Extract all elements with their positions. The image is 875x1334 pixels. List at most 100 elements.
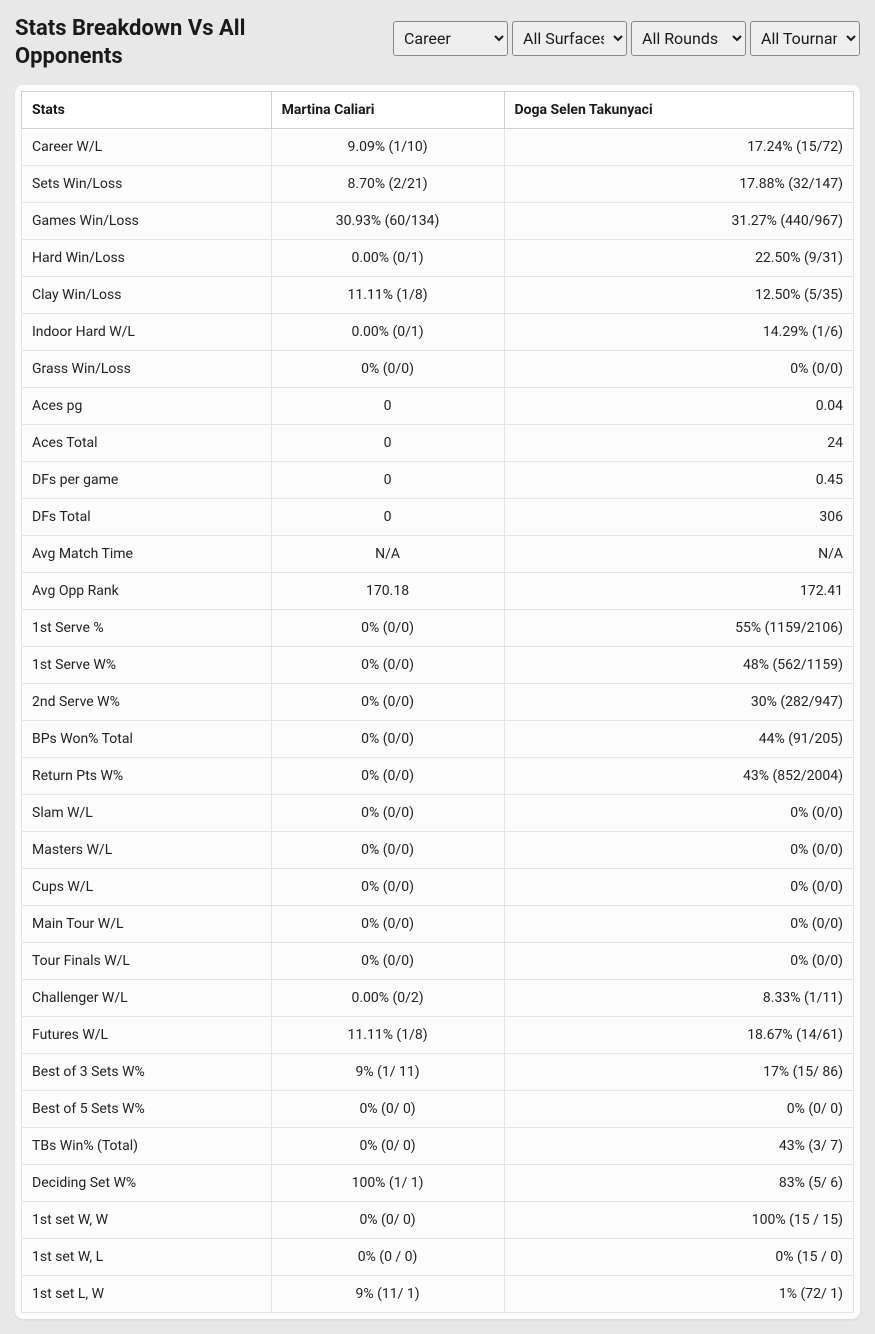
table-row: 1st set W, W0% (0/ 0)100% (15 / 15)	[22, 1202, 854, 1239]
stat-label: Grass Win/Loss	[22, 351, 272, 388]
stat-player1-value: 170.18	[271, 573, 504, 610]
filter-career-select[interactable]: Career	[393, 21, 508, 56]
stat-player1-value: 0% (0/0)	[271, 758, 504, 795]
table-row: Sets Win/Loss8.70% (2/21)17.88% (32/147)	[22, 166, 854, 203]
stat-player1-value: 0.00% (0/1)	[271, 314, 504, 351]
table-row: DFs Total0306	[22, 499, 854, 536]
stat-player2-value: 0% (0/0)	[504, 351, 853, 388]
stat-label: 1st Serve %	[22, 610, 272, 647]
stat-label: Best of 3 Sets W%	[22, 1054, 272, 1091]
filters: Career All Surfaces All Rounds All Tourn…	[393, 15, 860, 56]
stat-player1-value: 0	[271, 425, 504, 462]
stat-player2-value: 22.50% (9/31)	[504, 240, 853, 277]
table-row: TBs Win% (Total)0% (0/ 0)43% (3/ 7)	[22, 1128, 854, 1165]
stat-label: Aces pg	[22, 388, 272, 425]
stat-player1-value: 0	[271, 499, 504, 536]
stat-player2-value: 83% (5/ 6)	[504, 1165, 853, 1202]
table-row: Return Pts W%0% (0/0)43% (852/2004)	[22, 758, 854, 795]
stat-label: Cups W/L	[22, 869, 272, 906]
table-row: 2nd Serve W%0% (0/0)30% (282/947)	[22, 684, 854, 721]
stat-player2-value: 48% (562/1159)	[504, 647, 853, 684]
table-row: Best of 3 Sets W%9% (1/ 11)17% (15/ 86)	[22, 1054, 854, 1091]
page-title: Stats Breakdown Vs All Opponents	[15, 15, 335, 70]
table-row: Cups W/L0% (0/0)0% (0/0)	[22, 869, 854, 906]
stat-player2-value: 14.29% (1/6)	[504, 314, 853, 351]
stat-player2-value: 306	[504, 499, 853, 536]
stat-player1-value: 0.00% (0/2)	[271, 980, 504, 1017]
table-row: BPs Won% Total0% (0/0)44% (91/205)	[22, 721, 854, 758]
stat-label: Avg Match Time	[22, 536, 272, 573]
stat-player2-value: 12.50% (5/35)	[504, 277, 853, 314]
table-row: Career W/L9.09% (1/10)17.24% (15/72)	[22, 129, 854, 166]
stat-label: Sets Win/Loss	[22, 166, 272, 203]
filter-surface-select[interactable]: All Surfaces	[512, 21, 627, 56]
header-row: Stats Breakdown Vs All Opponents Career …	[15, 15, 860, 70]
table-row: Indoor Hard W/L0.00% (0/1)14.29% (1/6)	[22, 314, 854, 351]
stat-label: 1st set W, L	[22, 1239, 272, 1276]
stat-player2-value: 0% (0/0)	[504, 906, 853, 943]
stats-card: Stats Martina Caliari Doga Selen Takunya…	[15, 85, 860, 1319]
stat-player1-value: 0% (0/0)	[271, 351, 504, 388]
stat-player2-value: 31.27% (440/967)	[504, 203, 853, 240]
stat-label: Avg Opp Rank	[22, 573, 272, 610]
stat-player2-value: 0% (0/0)	[504, 795, 853, 832]
table-row: Deciding Set W%100% (1/ 1)83% (5/ 6)	[22, 1165, 854, 1202]
stat-player2-value: 0.45	[504, 462, 853, 499]
table-row: Main Tour W/L0% (0/0)0% (0/0)	[22, 906, 854, 943]
stat-player1-value: 0% (0 / 0)	[271, 1239, 504, 1276]
stat-player2-value: 0.04	[504, 388, 853, 425]
table-row: Best of 5 Sets W%0% (0/ 0)0% (0/ 0)	[22, 1091, 854, 1128]
stat-label: TBs Win% (Total)	[22, 1128, 272, 1165]
table-row: Aces Total024	[22, 425, 854, 462]
table-row: Grass Win/Loss0% (0/0)0% (0/0)	[22, 351, 854, 388]
table-row: Hard Win/Loss0.00% (0/1)22.50% (9/31)	[22, 240, 854, 277]
stat-label: Career W/L	[22, 129, 272, 166]
stat-player1-value: 0	[271, 462, 504, 499]
stat-player1-value: 0	[271, 388, 504, 425]
table-row: 1st Serve %0% (0/0)55% (1159/2106)	[22, 610, 854, 647]
stat-player1-value: 9% (1/ 11)	[271, 1054, 504, 1091]
stat-player1-value: 30.93% (60/134)	[271, 203, 504, 240]
stat-label: Hard Win/Loss	[22, 240, 272, 277]
stat-player2-value: 30% (282/947)	[504, 684, 853, 721]
stat-player1-value: 0% (0/0)	[271, 647, 504, 684]
col-header-player1: Martina Caliari	[271, 92, 504, 129]
stats-table: Stats Martina Caliari Doga Selen Takunya…	[21, 91, 854, 1313]
table-row: Avg Match TimeN/AN/A	[22, 536, 854, 573]
stat-player2-value: 0% (0/ 0)	[504, 1091, 853, 1128]
stat-label: DFs Total	[22, 499, 272, 536]
stat-player2-value: 43% (852/2004)	[504, 758, 853, 795]
stat-player2-value: 172.41	[504, 573, 853, 610]
table-row: 1st Serve W%0% (0/0)48% (562/1159)	[22, 647, 854, 684]
stat-player1-value: 11.11% (1/8)	[271, 1017, 504, 1054]
table-row: DFs per game00.45	[22, 462, 854, 499]
stat-player2-value: 17.24% (15/72)	[504, 129, 853, 166]
stat-player2-value: 17% (15/ 86)	[504, 1054, 853, 1091]
stat-player1-value: 100% (1/ 1)	[271, 1165, 504, 1202]
table-header-row: Stats Martina Caliari Doga Selen Takunya…	[22, 92, 854, 129]
filter-tournaments-select[interactable]: All Tournaments	[750, 21, 860, 56]
table-row: Masters W/L0% (0/0)0% (0/0)	[22, 832, 854, 869]
stat-player1-value: 0% (0/0)	[271, 832, 504, 869]
stat-player2-value: 0% (0/0)	[504, 869, 853, 906]
stat-label: Indoor Hard W/L	[22, 314, 272, 351]
table-row: Games Win/Loss30.93% (60/134)31.27% (440…	[22, 203, 854, 240]
table-row: 1st set L, W9% (11/ 1)1% (72/ 1)	[22, 1276, 854, 1313]
stat-player1-value: 0% (0/0)	[271, 869, 504, 906]
stat-player1-value: 0% (0/0)	[271, 684, 504, 721]
col-header-stats: Stats	[22, 92, 272, 129]
table-row: Tour Finals W/L0% (0/0)0% (0/0)	[22, 943, 854, 980]
filter-rounds-select[interactable]: All Rounds	[631, 21, 746, 56]
stat-player1-value: 0% (0/0)	[271, 610, 504, 647]
stat-label: 1st set W, W	[22, 1202, 272, 1239]
stat-player1-value: 9% (11/ 1)	[271, 1276, 504, 1313]
stat-player1-value: 8.70% (2/21)	[271, 166, 504, 203]
stat-player2-value: 17.88% (32/147)	[504, 166, 853, 203]
stat-player2-value: 1% (72/ 1)	[504, 1276, 853, 1313]
stat-player2-value: 44% (91/205)	[504, 721, 853, 758]
table-row: Aces pg00.04	[22, 388, 854, 425]
stat-label: Futures W/L	[22, 1017, 272, 1054]
table-row: Clay Win/Loss11.11% (1/8)12.50% (5/35)	[22, 277, 854, 314]
stat-label: Masters W/L	[22, 832, 272, 869]
stat-label: Deciding Set W%	[22, 1165, 272, 1202]
